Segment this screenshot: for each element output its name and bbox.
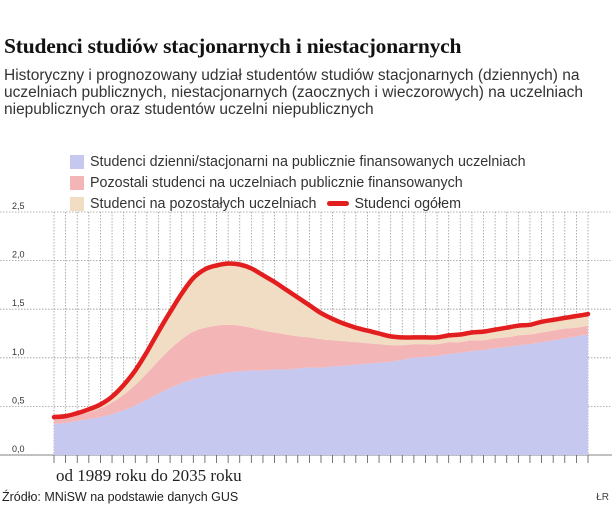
- legend-item-ogolem: Studenci ogółem: [326, 195, 462, 212]
- legend-label-pozostali: Pozostali studenci na uczelniach publicz…: [90, 174, 463, 191]
- legend-item-dzienni: Studenci dzienni/stacjonarni na publiczn…: [70, 154, 526, 170]
- legend-label-ogolem: Studenci ogółem: [354, 195, 462, 212]
- y-tick-label-4: 2,0: [12, 250, 25, 260]
- area-dzienni: [54, 334, 588, 455]
- chart-areas: [54, 263, 588, 455]
- legend-row-1: Studenci dzienni/stacjonarni na publiczn…: [70, 151, 615, 172]
- area-pozostali-publiczne: [54, 324, 588, 424]
- y-tick-label-5: 2,5: [12, 201, 25, 211]
- y-tick-label-0: 0,0: [12, 444, 25, 454]
- y-tick-label-3: 1,5: [12, 298, 25, 308]
- legend-label-pozostale-uczelnie: Studenci na pozostałych uczelniach: [90, 195, 317, 212]
- author-credit: ŁR: [596, 492, 609, 503]
- chart-title: Studenci studiów stacjonarnych i niestac…: [4, 34, 462, 58]
- x-axis-range-label: od 1989 roku do 2035 roku: [56, 466, 242, 485]
- y-axis-ticks: 0,0 0,5 1,0 1,5 2,0 2,5: [12, 201, 25, 454]
- source-note: Źródło: MNiSW na podstawie danych GUS: [2, 490, 239, 504]
- area-chart: 0,0 0,5 1,0 1,5 2,0 2,5: [0, 201, 612, 463]
- legend-swatch-dzienni: [70, 154, 84, 169]
- area-pozostale-uczelnie: [54, 263, 588, 419]
- chart-lines: [51, 261, 591, 420]
- y-tick-label-2: 1,0: [12, 347, 25, 357]
- line-studenci-ogolem: [51, 261, 591, 420]
- legend-swatch-pozostale-uczelnie: [70, 196, 84, 211]
- legend-item-pozostale-uczelnie: Studenci na pozostałych uczelniach: [70, 196, 317, 212]
- legend-item-pozostali: Pozostali studenci na uczelniach publicz…: [70, 175, 463, 191]
- legend-label-dzienni: Studenci dzienni/stacjonarni na publiczn…: [90, 153, 526, 170]
- legend: Studenci dzienni/stacjonarni na publiczn…: [70, 151, 615, 214]
- legend-row-3: Studenci na pozostałych uczelniach Stude…: [70, 193, 615, 214]
- legend-swatch-pozostali: [70, 175, 84, 190]
- y-tick-label-1: 0,5: [12, 395, 25, 405]
- legend-row-2: Pozostali studenci na uczelniach publicz…: [70, 172, 615, 193]
- legend-swatch-ogolem: [326, 201, 349, 206]
- chart-subtitle: Historyczny i prognozowany udział studen…: [4, 67, 583, 118]
